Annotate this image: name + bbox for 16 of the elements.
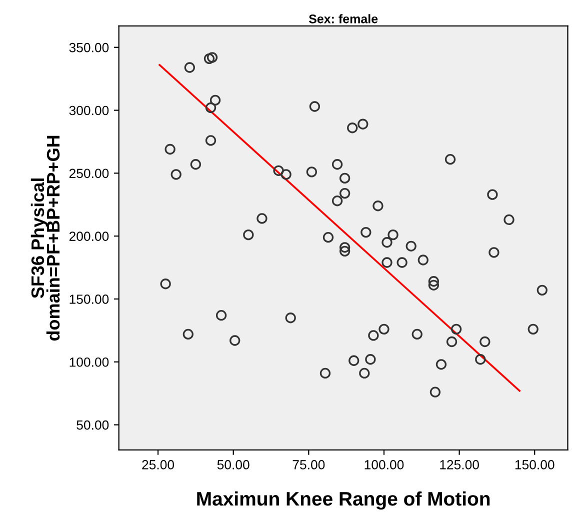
x-tick-label: 75.00	[292, 460, 325, 470]
y-tick-label: 100.00	[70, 357, 109, 367]
x-tick-label: 125.00	[440, 460, 479, 470]
x-tick-label: 50.00	[217, 460, 250, 470]
x-axis-title: Maximun Knee Range of Motion	[197, 491, 490, 510]
y-axis-title: SF36 Physical domain=PF+BP+RP+GH	[30, 136, 60, 341]
chart-title: Sex: female	[308, 14, 378, 24]
y-tick-label: 300.00	[69, 106, 109, 116]
y-tick-label: 350.00	[69, 42, 109, 52]
x-tick-label: 100.00	[364, 460, 404, 470]
y-tick-label: 50.00	[76, 420, 109, 430]
x-tick-label: 150.00	[515, 460, 554, 470]
y-tick-label: 200.00	[69, 232, 109, 241]
y-tick-label: 250.00	[69, 168, 109, 178]
y-tick-label: 150.00	[70, 294, 109, 304]
x-tick-label: 25.00	[142, 460, 174, 470]
